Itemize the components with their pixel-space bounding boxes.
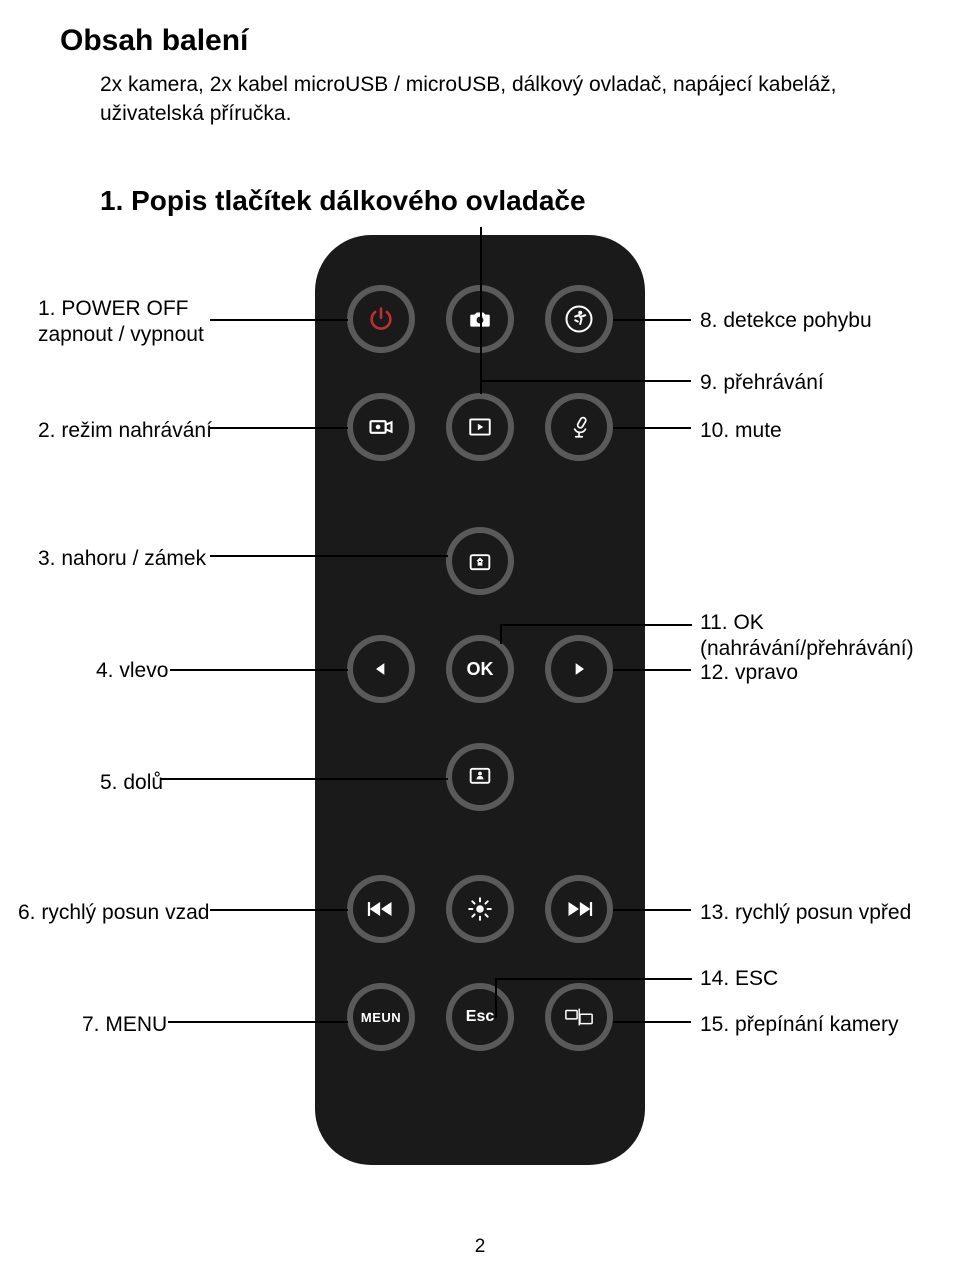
label-14: 14. ESC [700, 966, 778, 992]
label-5: 5. dolů [100, 770, 163, 796]
right-arrow-icon [551, 641, 607, 697]
label-13: 13. rychlý posun vpřed [700, 900, 911, 926]
label-10: 10. mute [700, 418, 782, 444]
label-11: 11. OK (nahrávání/přehrávání) [700, 610, 914, 663]
leader-7 [168, 1021, 348, 1023]
page-root: Obsah balení 2x kamera, 2x kabel microUS… [0, 0, 960, 1276]
down-icon [452, 749, 508, 805]
page-number: 2 [0, 1236, 960, 1258]
fast-forward-icon [551, 881, 607, 937]
label-6: 6. rychlý posun vzad [18, 900, 209, 926]
power-icon [353, 291, 409, 347]
section-title: 1. Popis tlačítek dálkového ovladače [100, 185, 586, 217]
button-rewind [347, 875, 415, 943]
leader-5 [160, 778, 448, 780]
leader-3 [210, 555, 448, 557]
motion-detect-icon [551, 291, 607, 347]
leader-10 [613, 427, 691, 429]
leader-9-h [480, 380, 691, 382]
label-9: 9. přehrávání [700, 370, 824, 396]
button-motion [545, 285, 613, 353]
button-mic [545, 393, 613, 461]
heading-obsah: Obsah balení [60, 24, 248, 58]
label-12: 12. vpravo [700, 660, 798, 686]
ok-label: OK [452, 641, 508, 697]
leader-15 [613, 1021, 691, 1023]
button-menu: MEUN [347, 983, 415, 1051]
leader-4 [170, 669, 348, 671]
button-playback [446, 393, 514, 461]
label-2: 2. režim nahrávání [38, 418, 212, 444]
leader-6 [210, 909, 348, 911]
leader-12 [613, 669, 691, 671]
leader-11-v [500, 624, 502, 644]
leader-9-v [480, 227, 482, 394]
leader-1 [210, 319, 348, 321]
label-7: 7. MENU [82, 1012, 167, 1038]
light-icon [452, 881, 508, 937]
button-light [446, 875, 514, 943]
intro-text: 2x kamera, 2x kabel microUSB / microUSB,… [100, 70, 900, 129]
button-ok: OK [446, 635, 514, 703]
leader-8 [613, 319, 691, 321]
left-arrow-icon [353, 641, 409, 697]
menu-label: MEUN [353, 989, 409, 1045]
button-power [347, 285, 415, 353]
label-8: 8. detekce pohybu [700, 308, 872, 334]
leader-2 [210, 427, 348, 429]
leader-11-h [500, 624, 692, 626]
leader-13 [613, 909, 691, 911]
playback-icon [452, 399, 508, 455]
label-15: 15. přepínání kamery [700, 1012, 898, 1038]
button-record-mode [347, 393, 415, 461]
button-down [446, 743, 514, 811]
label-3: 3. nahoru / zámek [38, 546, 206, 572]
button-camera-switch [545, 983, 613, 1051]
label-4: 4. vlevo [96, 658, 168, 684]
button-fast-forward [545, 875, 613, 943]
up-lock-icon [452, 533, 508, 589]
record-mode-icon [353, 399, 409, 455]
leader-14-h [495, 978, 692, 980]
button-left [347, 635, 415, 703]
label-1: 1. POWER OFF zapnout / vypnout [38, 296, 204, 349]
mic-icon [551, 399, 607, 455]
camera-switch-icon [551, 989, 607, 1045]
rewind-icon [353, 881, 409, 937]
button-esc: Esc [446, 983, 514, 1051]
button-up-lock [446, 527, 514, 595]
leader-14-v [495, 978, 497, 1018]
button-right [545, 635, 613, 703]
esc-label: Esc [452, 989, 508, 1045]
